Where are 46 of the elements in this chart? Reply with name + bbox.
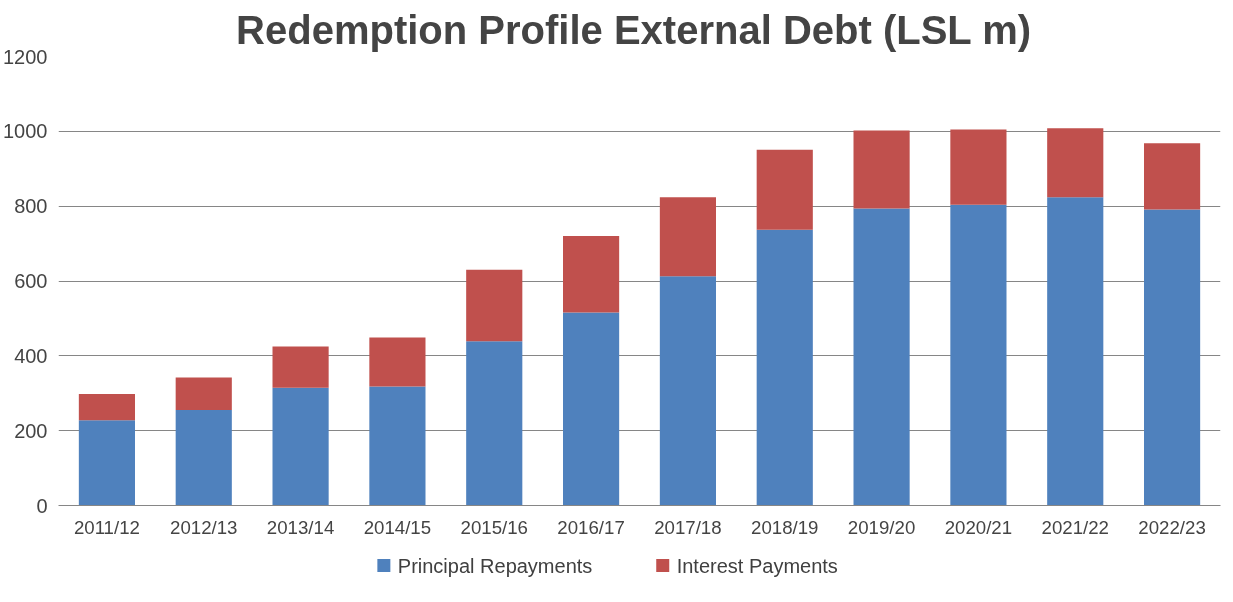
bar [950,204,1007,506]
y-tick-label: 200 [14,419,48,442]
bar [78,420,135,506]
y-tick-label: 400 [14,344,48,367]
legend-label: Principal Repayments [397,554,593,577]
x-tick-label: 2018/19 [751,516,819,538]
bar [1144,209,1201,506]
bar [563,312,620,506]
bar [272,346,329,388]
x-tick-label: 2019/20 [847,516,916,538]
y-tick-label: 800 [14,195,48,218]
x-tick-label: 2020/21 [944,516,1013,538]
bar [466,341,523,506]
bar [175,410,232,506]
chart-title: Redemption Profile External Debt (LSL m) [236,7,1032,52]
x-tick-label: 2013/14 [266,516,335,538]
bar [756,149,813,230]
y-tick-label: 1200 [3,45,48,68]
bar [659,276,716,506]
x-tick-label: 2016/17 [557,516,625,538]
x-tick-label: 2011/12 [73,516,140,538]
x-tick-label: 2014/15 [363,516,432,538]
x-tick-label: 2021/22 [1041,516,1109,538]
x-tick-label: 2015/16 [460,516,528,538]
bar [853,208,910,506]
x-tick-label: 2017/18 [654,516,722,538]
bar [466,269,523,342]
bar [272,387,329,506]
bar [1144,143,1201,210]
y-tick-label: 0 [36,494,48,517]
bar [78,394,135,421]
y-tick-label: 600 [14,270,48,292]
x-tick-label: 2012/13 [170,516,238,538]
bar [756,229,813,506]
bar [369,337,426,387]
bar [1047,128,1104,198]
bar [853,130,910,209]
bar [563,236,620,313]
legend-label: Interest Payments [676,554,838,577]
x-tick-label: 2022/23 [1138,516,1206,538]
bar [659,197,716,277]
bar [369,386,426,506]
y-tick-label: 1000 [3,120,48,143]
bar [1047,197,1104,506]
bar [175,377,232,411]
bar [950,129,1007,205]
